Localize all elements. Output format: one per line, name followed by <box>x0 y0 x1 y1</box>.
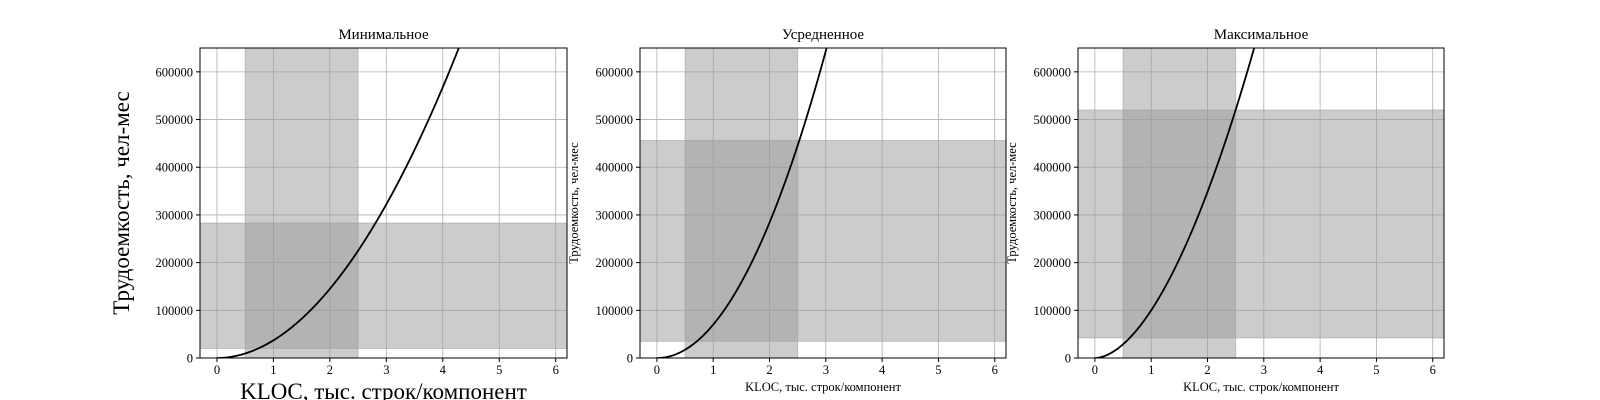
chart-panel-1: 0 1 2 3 4 5 6 0 100000 200000 300000 400000 500000 60… <box>109 27 568 400</box>
axes-frame <box>199 47 568 359</box>
y-tick-label: 500000 <box>156 113 194 127</box>
y-tick-label: 100000 <box>596 304 634 318</box>
chart-panel-2: 0 1 2 3 4 5 6 0 100000 200000 300000 400000 500000 60… <box>567 27 1007 394</box>
y-tick-label: 100000 <box>156 304 194 318</box>
x-tick-label: 6 <box>553 363 559 377</box>
chart-title: Усредненное <box>782 27 864 43</box>
x-axis-label: KLOC, тыс. строк/компонент <box>1183 380 1339 394</box>
x-tick-label: 0 <box>214 363 220 377</box>
x-tick-label: 2 <box>766 363 772 377</box>
y-tick-label: 600000 <box>596 65 634 79</box>
y-tick-label: 300000 <box>156 208 194 222</box>
effort-curve <box>1094 48 1256 358</box>
y-tick-label: 0 <box>1065 352 1071 366</box>
x-tick-label: 2 <box>327 363 333 377</box>
y-axis-label: Трудоемкость, чел-мес <box>1005 142 1019 264</box>
chart-title: Максимальное <box>1214 27 1309 43</box>
y-tick-label: 400000 <box>1034 161 1072 175</box>
x-tick-label: 0 <box>654 363 660 377</box>
x-tick-label: 4 <box>879 363 886 377</box>
horizontal-band <box>640 140 1006 342</box>
x-tick-label: 0 <box>1092 363 1098 377</box>
effort-curve <box>216 48 460 358</box>
y-tick-label: 300000 <box>596 208 634 222</box>
y-tick-label: 400000 <box>156 161 194 175</box>
x-tick-label: 1 <box>1148 363 1154 377</box>
x-tick-label: 3 <box>823 363 829 377</box>
x-tick-label: 5 <box>496 363 502 377</box>
x-tick-label: 5 <box>1373 363 1379 377</box>
chart-title: Минимальное <box>338 27 429 43</box>
x-tick-label: 6 <box>992 363 998 377</box>
y-tick-label: 0 <box>627 352 633 366</box>
y-tick-label: 300000 <box>1034 208 1072 222</box>
x-tick-label: 1 <box>710 363 716 377</box>
x-axis-label: KLOC, тыс. строк/компонент <box>745 380 901 394</box>
x-tick-label: 3 <box>383 363 389 377</box>
y-tick-label: 200000 <box>596 256 634 270</box>
y-tick-label: 500000 <box>1034 113 1072 127</box>
effort-curve <box>656 48 828 358</box>
horizontal-band <box>200 222 567 349</box>
y-tick-label: 600000 <box>156 65 194 79</box>
y-tick-label: 200000 <box>1034 256 1072 270</box>
bands <box>200 48 567 358</box>
x-axis-label: KLOC, тыс. строк/компонент <box>240 379 527 400</box>
x-tick-label: 4 <box>1317 363 1324 377</box>
y-axis-label: Трудоемкость, чел-мес <box>567 142 581 264</box>
y-tick-label: 600000 <box>1034 65 1072 79</box>
axes-frame <box>639 47 1007 359</box>
horizontal-band <box>1078 109 1444 339</box>
y-tick-label: 500000 <box>596 113 634 127</box>
y-tick-label: 100000 <box>1034 304 1072 318</box>
x-tick-label: 6 <box>1430 363 1436 377</box>
x-tick-label: 1 <box>270 363 276 377</box>
y-tick-label: 0 <box>187 352 193 366</box>
axes-frame <box>1077 47 1445 359</box>
bands <box>1078 48 1444 358</box>
x-tick-label: 2 <box>1204 363 1210 377</box>
y-axis-label: Трудоемкость, чел-мес <box>109 91 134 314</box>
chart-panel-3: 0 1 2 3 4 5 6 0 100000 200000 300000 400000 500000 60… <box>1005 27 1445 394</box>
y-tick-label: 200000 <box>156 256 194 270</box>
y-tick-label: 400000 <box>596 161 634 175</box>
bands <box>640 48 1006 358</box>
x-tick-label: 3 <box>1261 363 1267 377</box>
x-tick-label: 5 <box>935 363 941 377</box>
x-tick-label: 4 <box>440 363 447 377</box>
